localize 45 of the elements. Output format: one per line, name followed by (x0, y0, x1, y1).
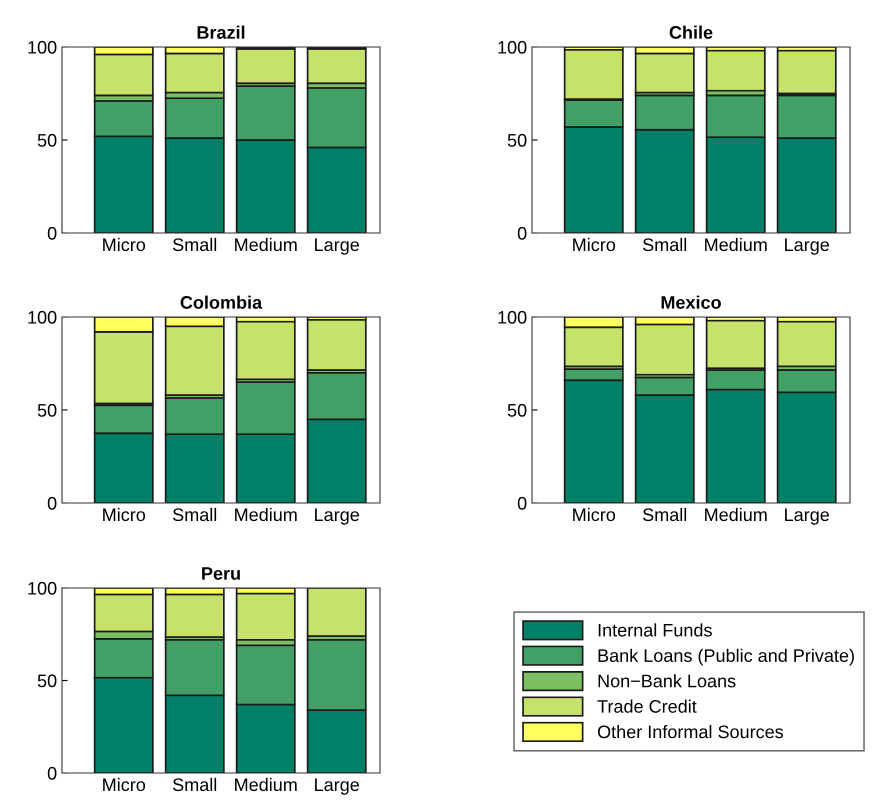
x-tick-label: Small (642, 508, 686, 522)
x-tick-label: Small (172, 238, 216, 252)
chart-title: Peru (202, 567, 240, 580)
y-tick-label: 50 (38, 134, 56, 147)
x-tick-label: Medium (235, 778, 297, 792)
x-tick-label: Small (642, 238, 686, 252)
y-tick-label: 50 (38, 674, 56, 688)
y-tick-label: 0 (48, 496, 56, 510)
y-tick-label: 100 (28, 582, 56, 595)
x-tick-label: Large (785, 508, 829, 525)
legend-label: Trade Credit (597, 700, 697, 713)
x-tick-label: Small (172, 778, 216, 792)
x-tick-label: Large (315, 238, 359, 255)
y-tick-label: 100 (28, 40, 56, 54)
x-tick-label: Micro (573, 238, 616, 252)
chart-title: Mexico (662, 296, 721, 309)
legend-label: Bank Loans (Public and Private) (598, 648, 854, 666)
x-tick-label: Large (315, 778, 359, 795)
x-tick-label: Micro (573, 508, 616, 522)
x-tick-label: Large (315, 508, 359, 525)
x-tick-label: Micro (103, 508, 146, 522)
y-tick-label: 0 (518, 226, 526, 240)
x-tick-label: Micro (103, 778, 146, 792)
y-tick-label: 100 (28, 310, 56, 324)
x-tick-label: Large (785, 238, 829, 255)
legend-label: Other Informal Sources (598, 724, 784, 738)
x-tick-label: Medium (235, 238, 297, 252)
legend-label: Non−Bank Loans (598, 674, 736, 688)
x-tick-label: Medium (705, 238, 767, 252)
y-tick-label: 0 (48, 766, 56, 780)
chart-title: Colombia (180, 296, 262, 309)
y-tick-label: 50 (508, 404, 526, 417)
x-tick-label: Medium (235, 508, 297, 522)
x-tick-label: Micro (103, 238, 146, 252)
x-tick-label: Medium (705, 508, 767, 522)
y-tick-label: 50 (508, 134, 526, 147)
legend-label: Internal Funds (598, 623, 712, 637)
y-tick-label: 100 (498, 40, 526, 54)
y-tick-label: 0 (48, 226, 56, 240)
x-tick-label: Small (172, 508, 216, 522)
chart-title: Chile (670, 26, 712, 39)
y-tick-label: 100 (498, 310, 526, 324)
y-tick-label: 50 (38, 404, 56, 417)
chart-title: Brazil (198, 26, 244, 39)
y-tick-label: 0 (518, 496, 526, 510)
